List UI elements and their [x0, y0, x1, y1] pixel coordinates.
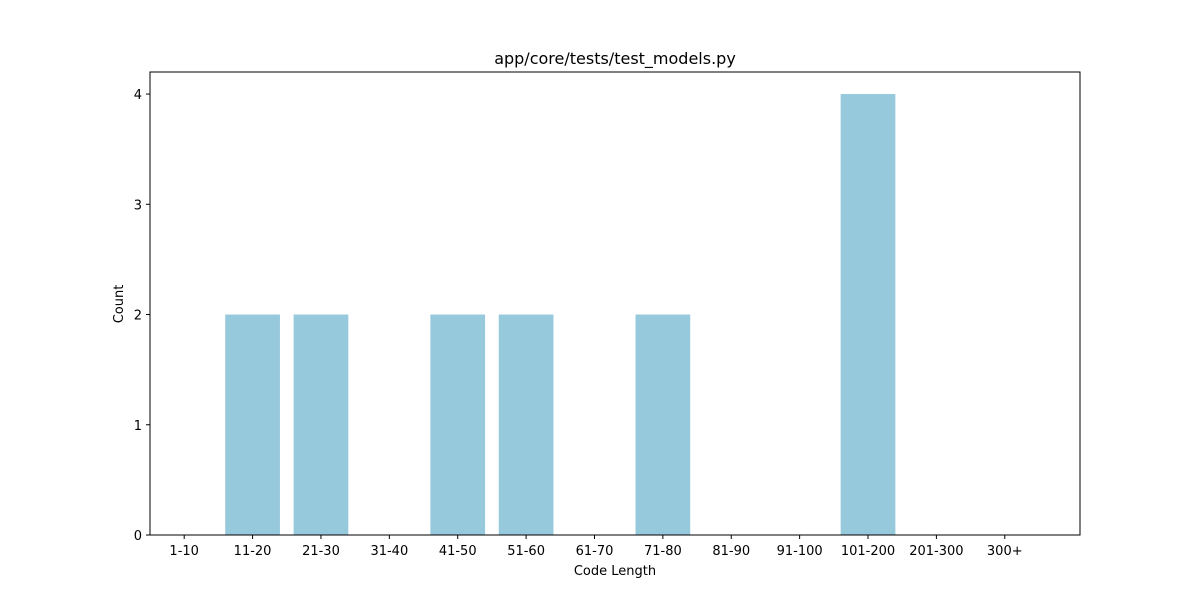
y-axis-ticks: 0 1 2 3 4	[134, 88, 150, 544]
y-tick-label: 3	[134, 198, 142, 213]
x-tick-label: 41-50	[439, 544, 477, 559]
plot-frame	[149, 71, 1081, 536]
x-tick-label: 71-80	[644, 544, 682, 559]
x-tick-label: 21-30	[302, 544, 340, 559]
x-tick-label: 51-60	[507, 544, 545, 559]
y-tick-label: 1	[134, 419, 142, 434]
bar-101-200	[840, 94, 896, 536]
bars-group	[225, 94, 896, 536]
bar-21-30	[293, 314, 349, 535]
x-tick-label: 31-40	[370, 544, 408, 559]
x-tick-label: 300+	[987, 544, 1023, 559]
y-tick-label: 2	[134, 309, 142, 324]
y-axis-label: Count	[112, 285, 127, 324]
chart-title: app/core/tests/test_models.py	[494, 49, 736, 69]
x-tick-label: 201-300	[909, 544, 963, 559]
x-tick-label: 1-10	[169, 544, 199, 559]
bar-51-60	[498, 314, 554, 535]
y-tick-label: 0	[134, 529, 142, 544]
x-axis-ticks: 1-10 11-20 21-30 31-40 41-50 51-60 61-70 71-80 8…	[169, 535, 1023, 559]
x-tick-label: 61-70	[576, 544, 614, 559]
x-axis-label: Code Length	[574, 564, 656, 579]
y-tick-label: 4	[134, 88, 142, 103]
x-tick-label: 11-20	[234, 544, 272, 559]
x-tick-label: 101-200	[841, 544, 895, 559]
x-tick-label: 91-100	[777, 544, 823, 559]
bar-41-50	[430, 314, 486, 535]
bar-11-20	[225, 314, 280, 535]
x-tick-label: 81-90	[712, 544, 750, 559]
bar-71-80	[635, 314, 691, 535]
